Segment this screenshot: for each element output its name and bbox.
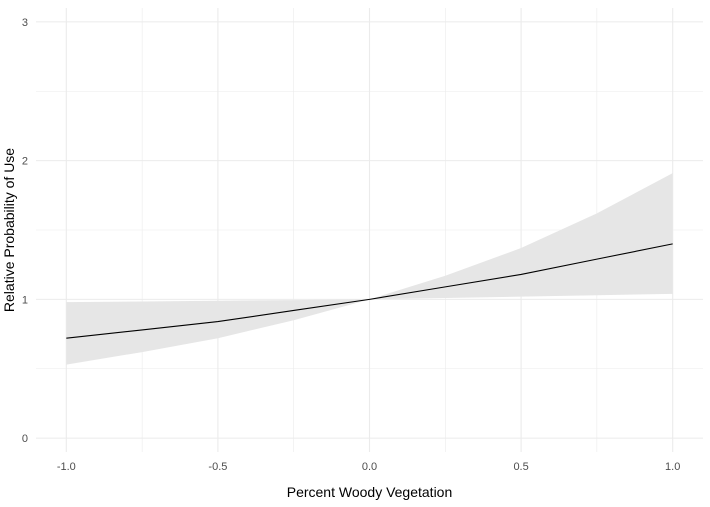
- x-tick-label: 1.0: [665, 461, 680, 473]
- y-tick-label: 1: [22, 294, 28, 306]
- y-tick-label: 3: [22, 17, 28, 29]
- x-tick-label: 0.0: [362, 461, 377, 473]
- y-tick-labels: 0 1 2 3: [22, 17, 28, 445]
- confidence-ribbon: [66, 173, 673, 365]
- y-tick-label: 2: [22, 156, 28, 168]
- x-tick-labels: -1.0 -0.5 0.0 0.5 1.0: [57, 461, 680, 473]
- x-tick-label: -1.0: [57, 461, 76, 473]
- x-axis-title: Percent Woody Vegetation: [287, 484, 453, 500]
- x-tick-label: 0.5: [513, 461, 528, 473]
- x-tick-label: -0.5: [208, 461, 227, 473]
- series-line: [66, 243, 673, 339]
- y-tick-label: 0: [22, 433, 28, 445]
- y-axis-title: Relative Probability of Use: [1, 148, 17, 312]
